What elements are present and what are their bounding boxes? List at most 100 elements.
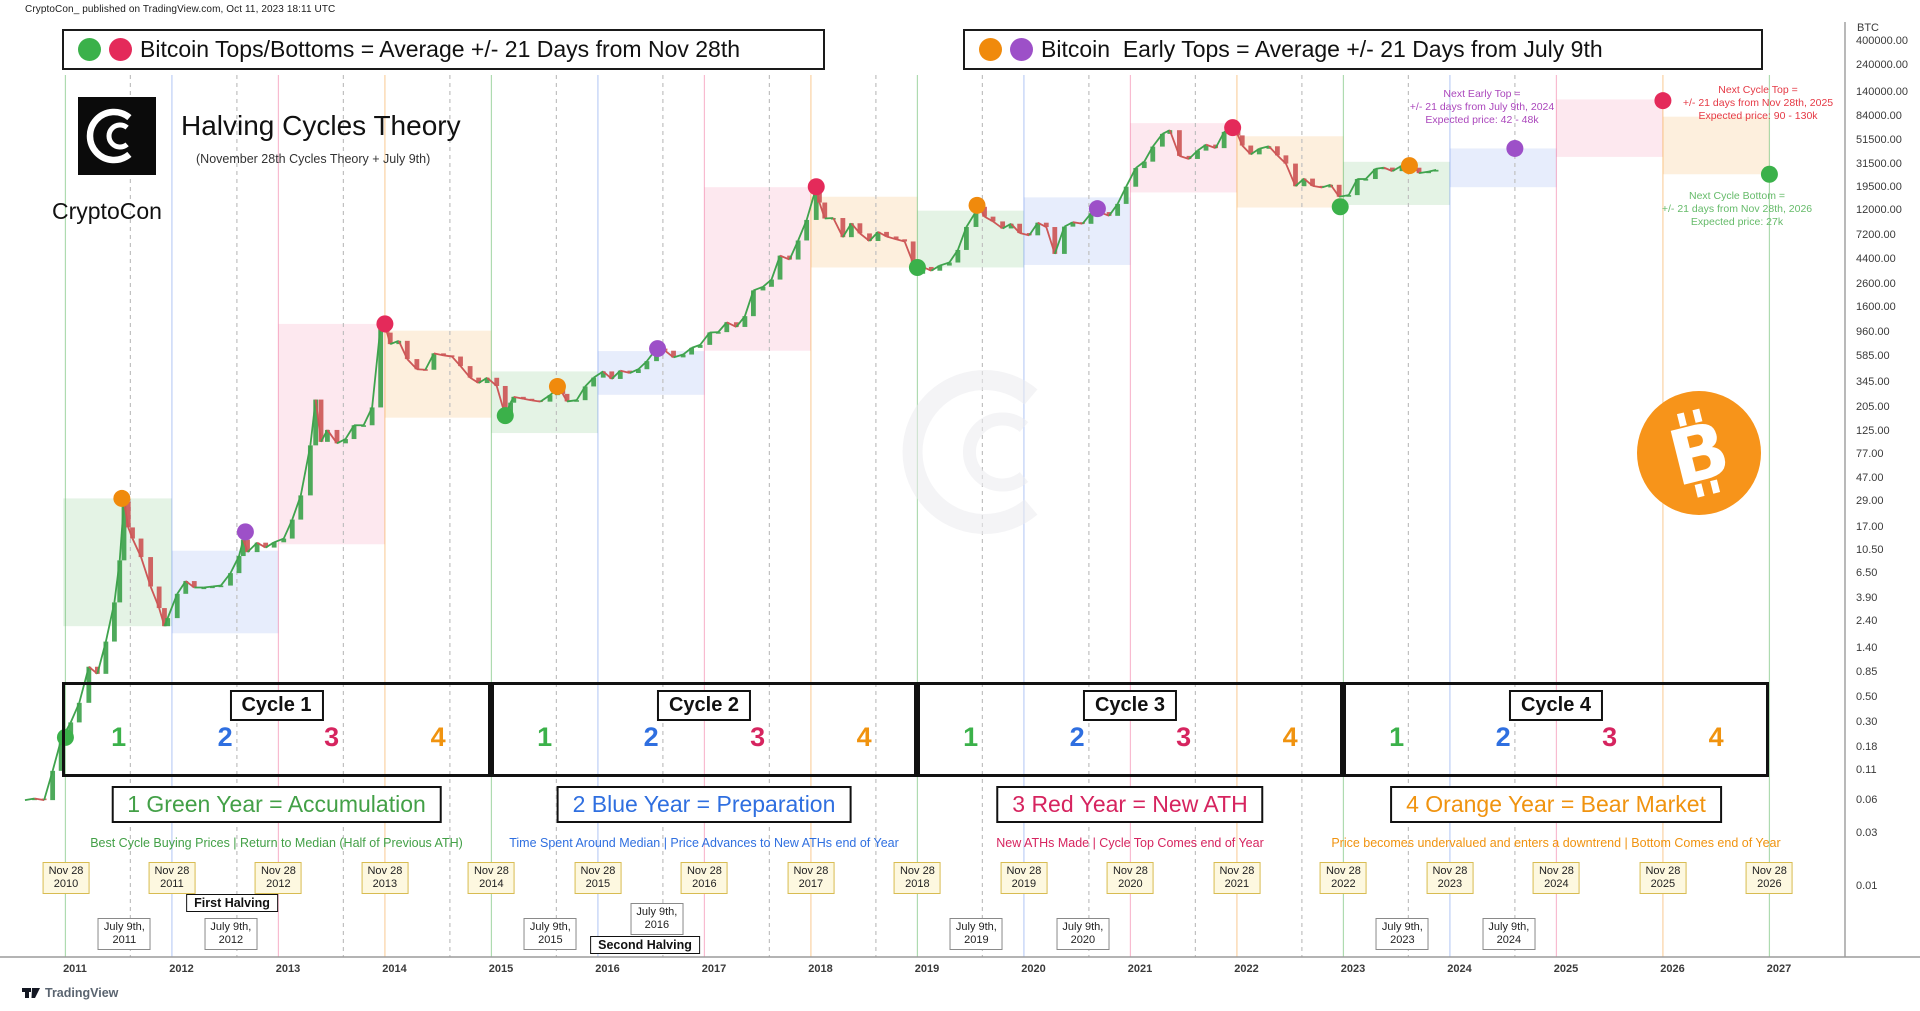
y-axis-tick-84000.00: 84000.00 (1856, 110, 1902, 123)
y-axis-tick-17.00: 17.00 (1856, 520, 1884, 533)
green-dot-icon (78, 38, 101, 61)
tradingview-attribution[interactable]: TradingView (22, 986, 118, 1000)
y-axis-tick-51500.00: 51500.00 (1856, 133, 1902, 146)
cycle-box-1 (62, 682, 491, 777)
x-axis-year-2013: 2013 (275, 963, 301, 975)
y-axis-tick-0.85: 0.85 (1856, 665, 1878, 678)
x-axis-year-2027: 2027 (1766, 963, 1792, 975)
cycle-year-band-2016 (597, 351, 705, 395)
july-9-label-2016: July 9th, 2016 (630, 903, 684, 935)
x-axis-year-2023: 2023 (1340, 963, 1366, 975)
marker-early-top (649, 340, 667, 358)
marker-early-top (113, 489, 131, 507)
july-9-label-2019: July 9th, 2019 (949, 918, 1003, 950)
tradingview-label: TradingView (45, 986, 119, 1000)
tradingview-logo-icon (22, 988, 40, 998)
cycle-year-band-2026 (1662, 116, 1770, 175)
nov-28-label-2019: Nov 28 2019 (1000, 862, 1048, 894)
marker-top (1224, 119, 1242, 137)
marker-early-top-projected (1506, 139, 1524, 157)
y-axis-tick-1600.00: 1600.00 (1856, 301, 1896, 314)
x-axis-year-2025: 2025 (1553, 963, 1579, 975)
cycle-year-band-2014 (384, 330, 492, 418)
x-axis-year-2026: 2026 (1660, 963, 1685, 975)
cycle-2-year-3-number: 3 (750, 722, 766, 752)
y-axis-tick-0.03: 0.03 (1856, 827, 1878, 840)
x-axis-year-2021: 2021 (1127, 963, 1153, 975)
marker-top (376, 315, 394, 333)
y-axis-tick-31500.00: 31500.00 (1856, 157, 1902, 170)
marker-bottom-projected (1760, 165, 1778, 183)
x-axis-year-2011: 2011 (63, 963, 87, 975)
cryptocon-logo-icon (78, 97, 156, 175)
x-axis-year-2016: 2016 (595, 963, 620, 975)
july-9-label-2012: July 9th, 2012 (204, 918, 258, 950)
y-axis-tick-0.11: 0.11 (1856, 764, 1877, 777)
cycle-year-band-2017 (704, 187, 811, 351)
cycle-3-year-4-number: 4 (1282, 722, 1298, 752)
legend-early-tops-label: Bitcoin Early Tops = Average +/- 21 Days… (1041, 36, 1603, 62)
y-axis-tick-29.00: 29.00 (1856, 495, 1884, 508)
july-9-label-2024: July 9th, 2024 (1482, 918, 1536, 950)
y-axis-tick-0.30: 0.30 (1856, 715, 1878, 728)
x-axis-year-2014: 2014 (382, 963, 407, 975)
y-axis-tick-10.50: 10.50 (1856, 544, 1884, 557)
cycle-year-band-2018 (810, 196, 918, 268)
nov-28-label-2017: Nov 28 2017 (787, 862, 835, 894)
cycle-1-year-4-number: 4 (430, 722, 446, 752)
cycle-4-year-1-number: 1 (1389, 722, 1405, 752)
nov-28-label-2024: Nov 28 2024 (1532, 862, 1580, 894)
marker-bottom (908, 258, 926, 276)
y-axis-tick-19500.00: 19500.00 (1856, 180, 1902, 193)
halving-label-2: Second Halving (590, 936, 700, 954)
y-axis-tick-6.50: 6.50 (1856, 567, 1878, 580)
y-axis-tick-47.00: 47.00 (1856, 471, 1884, 484)
nov-28-label-2022: Nov 28 2022 (1319, 862, 1367, 894)
x-axis-year-2018: 2018 (808, 963, 833, 975)
cycle-year-band-2020 (1023, 197, 1131, 265)
cycle-year-band-2012 (171, 550, 279, 634)
y-axis-tick-585.00: 585.00 (1856, 350, 1890, 363)
marker-early-top (968, 196, 986, 214)
cycle-title-4: Cycle 4 (1508, 690, 1604, 721)
marker-top-projected (1654, 92, 1672, 110)
projection-annotation-0: Next Early Top = +/- 21 days from July 9t… (1409, 88, 1555, 126)
y-axis-tick-7200.00: 7200.00 (1856, 228, 1896, 241)
year-key-subtitle-1: Best Cycle Buying Prices | Return to Med… (90, 836, 463, 850)
orange-dot-icon (979, 38, 1002, 61)
x-axis-year-2020: 2020 (1021, 963, 1046, 975)
y-axis-title: BTC (1857, 22, 1879, 34)
page-subtitle: (November 28th Cycles Theory + July 9th) (196, 152, 431, 166)
y-axis-tick-3.90: 3.90 (1856, 592, 1878, 605)
year-key-subtitle-2: Time Spent Around Median | Price Advance… (509, 836, 899, 850)
y-axis-tick-2.40: 2.40 (1856, 615, 1878, 628)
cycle-2-year-4-number: 4 (856, 722, 872, 752)
nov-28-label-2023: Nov 28 2023 (1426, 862, 1474, 894)
cycle-box-2 (491, 682, 917, 777)
y-axis-tick-205.00: 205.00 (1856, 400, 1890, 413)
marker-early-top (236, 523, 254, 541)
year-key-subtitle-4: Price becomes undervalued and enters a d… (1331, 836, 1781, 850)
nov-28-label-2018: Nov 28 2018 (893, 862, 941, 894)
cycle-4-year-2-number: 2 (1495, 722, 1511, 752)
y-axis-tick-240000.00: 240000.00 (1856, 59, 1908, 72)
marker-early-top (548, 377, 566, 395)
y-axis-tick-125.00: 125.00 (1856, 424, 1890, 437)
y-axis-tick-345.00: 345.00 (1856, 375, 1890, 388)
projection-annotation-1: Next Cycle Top = +/- 21 days from Nov 28t… (1682, 84, 1834, 122)
cycle-1-year-1-number: 1 (111, 722, 127, 752)
cycle-title-1: Cycle 1 (229, 690, 324, 721)
halving-label-1: First Halving (186, 894, 278, 912)
cycle-3-year-1-number: 1 (963, 722, 979, 752)
year-key-box-4: 4 Orange Year = Bear Market (1390, 786, 1722, 823)
x-axis-year-2022: 2022 (1234, 963, 1259, 975)
y-axis-tick-140000.00: 140000.00 (1856, 85, 1908, 98)
nov-28-label-2021: Nov 28 2021 (1213, 862, 1261, 894)
nov-28-label-2014: Nov 28 2014 (467, 862, 515, 894)
cycle-2-year-2-number: 2 (643, 722, 659, 752)
x-axis-year-2015: 2015 (488, 963, 514, 975)
marker-bottom (496, 407, 514, 425)
nov-28-label-2025: Nov 28 2025 (1639, 862, 1687, 894)
